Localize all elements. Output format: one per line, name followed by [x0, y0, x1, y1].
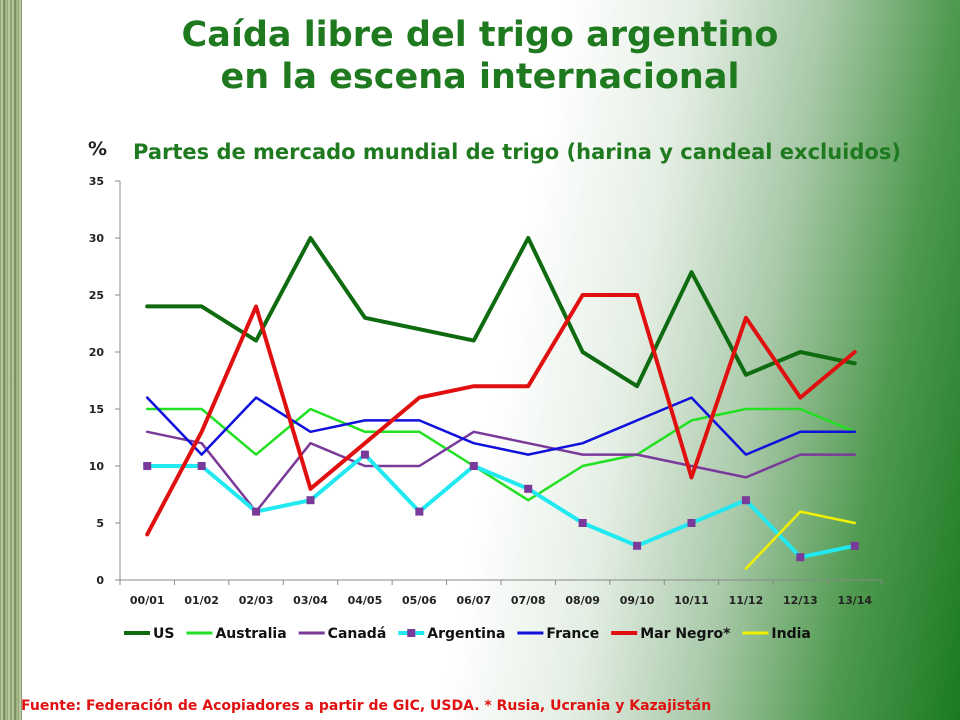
slide-title-line1: Caída libre del trigo argentino — [181, 15, 779, 55]
series-line-france — [145, 396, 857, 456]
x-tick-label: 02/03 — [239, 594, 274, 607]
data-point-marker — [360, 450, 369, 459]
y-axis-unit-label: % — [88, 138, 108, 160]
x-tick-label: 12/13 — [783, 594, 818, 607]
x-tick-label: 09/10 — [620, 594, 655, 607]
series-line-australia — [145, 407, 857, 502]
data-point-marker — [578, 519, 587, 527]
y-tick-label: 0 — [96, 574, 104, 587]
y-tick-label: 5 — [96, 517, 104, 530]
y-tick-label: 35 — [89, 175, 104, 188]
data-point-marker — [469, 462, 478, 470]
data-point-marker — [796, 553, 805, 562]
series-line-canad — [145, 430, 857, 513]
data-point-marker — [197, 462, 206, 470]
x-tick-label: 13/14 — [837, 594, 872, 607]
legend-label: US — [153, 626, 174, 642]
data-point-marker — [850, 541, 859, 550]
data-point-marker — [143, 462, 152, 470]
legend-label: Argentina — [427, 626, 505, 642]
data-point-marker — [687, 519, 696, 527]
x-tick-label: 06/07 — [456, 594, 491, 607]
legend-label: India — [771, 626, 810, 642]
source-note: Fuente: Federación de Acopiadores a part… — [21, 698, 712, 714]
series-line-marnegro — [145, 293, 857, 537]
decorative-bark-strip — [0, 0, 22, 720]
data-point-marker — [306, 496, 315, 505]
chart-subtitle: Partes de mercado mundial de trigo (hari… — [133, 140, 901, 164]
legend-label: Australia — [215, 626, 286, 642]
x-tick-label: 00/01 — [130, 594, 165, 607]
slide-title-line2: en la escena internacional — [220, 57, 740, 97]
y-tick-label: 20 — [89, 346, 105, 359]
legend-label: France — [546, 626, 599, 642]
legend-label: Canadá — [328, 626, 387, 642]
data-point-marker — [252, 507, 261, 516]
legend-label: Mar Negro* — [640, 626, 731, 642]
x-tick-label: 05/06 — [402, 594, 437, 607]
legend-marker — [407, 629, 416, 637]
data-point-marker — [524, 484, 533, 493]
x-tick-label: 07/08 — [511, 594, 546, 607]
y-tick-label: 15 — [89, 403, 104, 416]
x-tick-label: 03/04 — [293, 594, 328, 607]
x-tick-label: 08/09 — [565, 594, 600, 607]
series-line-argentina — [145, 452, 857, 560]
series-line-india — [744, 510, 857, 570]
x-tick-label: 10/11 — [674, 594, 709, 607]
data-point-marker — [415, 507, 424, 516]
x-tick-label: 11/12 — [729, 594, 764, 607]
x-tick-label: 04/05 — [348, 594, 383, 607]
x-tick-label: 01/02 — [184, 594, 219, 607]
y-tick-label: 25 — [89, 289, 104, 302]
data-point-marker — [741, 496, 750, 505]
y-tick-label: 10 — [89, 460, 105, 473]
series-line-us — [145, 236, 857, 389]
data-point-marker — [633, 541, 642, 550]
y-tick-label: 30 — [89, 232, 105, 245]
